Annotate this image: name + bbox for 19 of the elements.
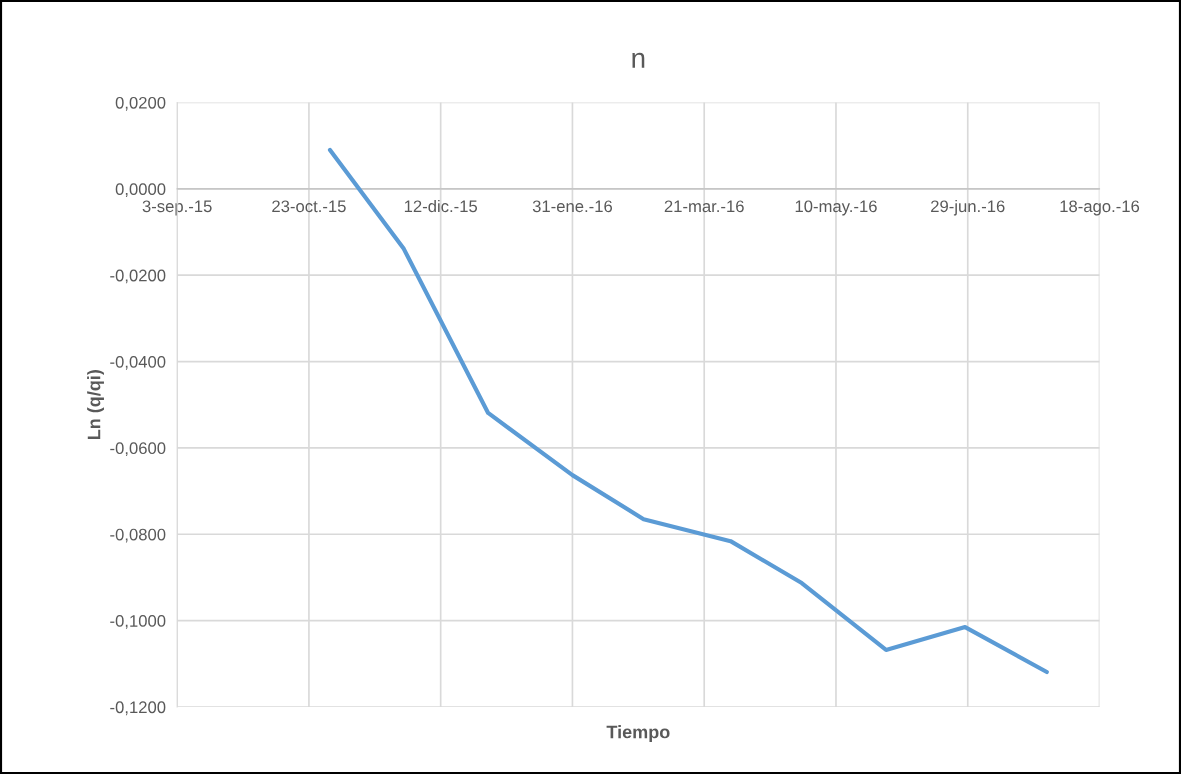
- y-tick-label: 0,0000: [115, 183, 166, 198]
- x-tick-label: 31-ene.-16: [532, 200, 613, 213]
- y-tick-label: -0,0400: [110, 355, 166, 370]
- x-tick-label: 12-dic.-15: [404, 199, 478, 213]
- x-tick-label: 23-oct.-15: [272, 200, 346, 213]
- x-tick-label: 10-may.-16: [795, 200, 877, 216]
- y-tick-label: -0,0800: [110, 528, 166, 543]
- x-axis-title: Tiempo: [606, 725, 670, 742]
- y-tick-label: -0,1200: [110, 701, 166, 716]
- x-tick-label: 29-jun.-16: [931, 199, 1005, 216]
- y-tick-label: 0,0200: [115, 96, 166, 111]
- y-tick-label: -0,0200: [110, 269, 166, 284]
- x-tick-label: 3-sep.-15: [142, 200, 212, 216]
- y-axis-title: Ln (q/qi): [87, 370, 104, 440]
- chart-title: n: [632, 52, 645, 68]
- x-tick-label: 18-ago.-16: [1060, 200, 1140, 216]
- y-tick-label: -0,0600: [110, 442, 166, 457]
- y-tick-label: -0,1000: [110, 615, 166, 629]
- x-tick-label: 21-mar.-16: [664, 200, 744, 213]
